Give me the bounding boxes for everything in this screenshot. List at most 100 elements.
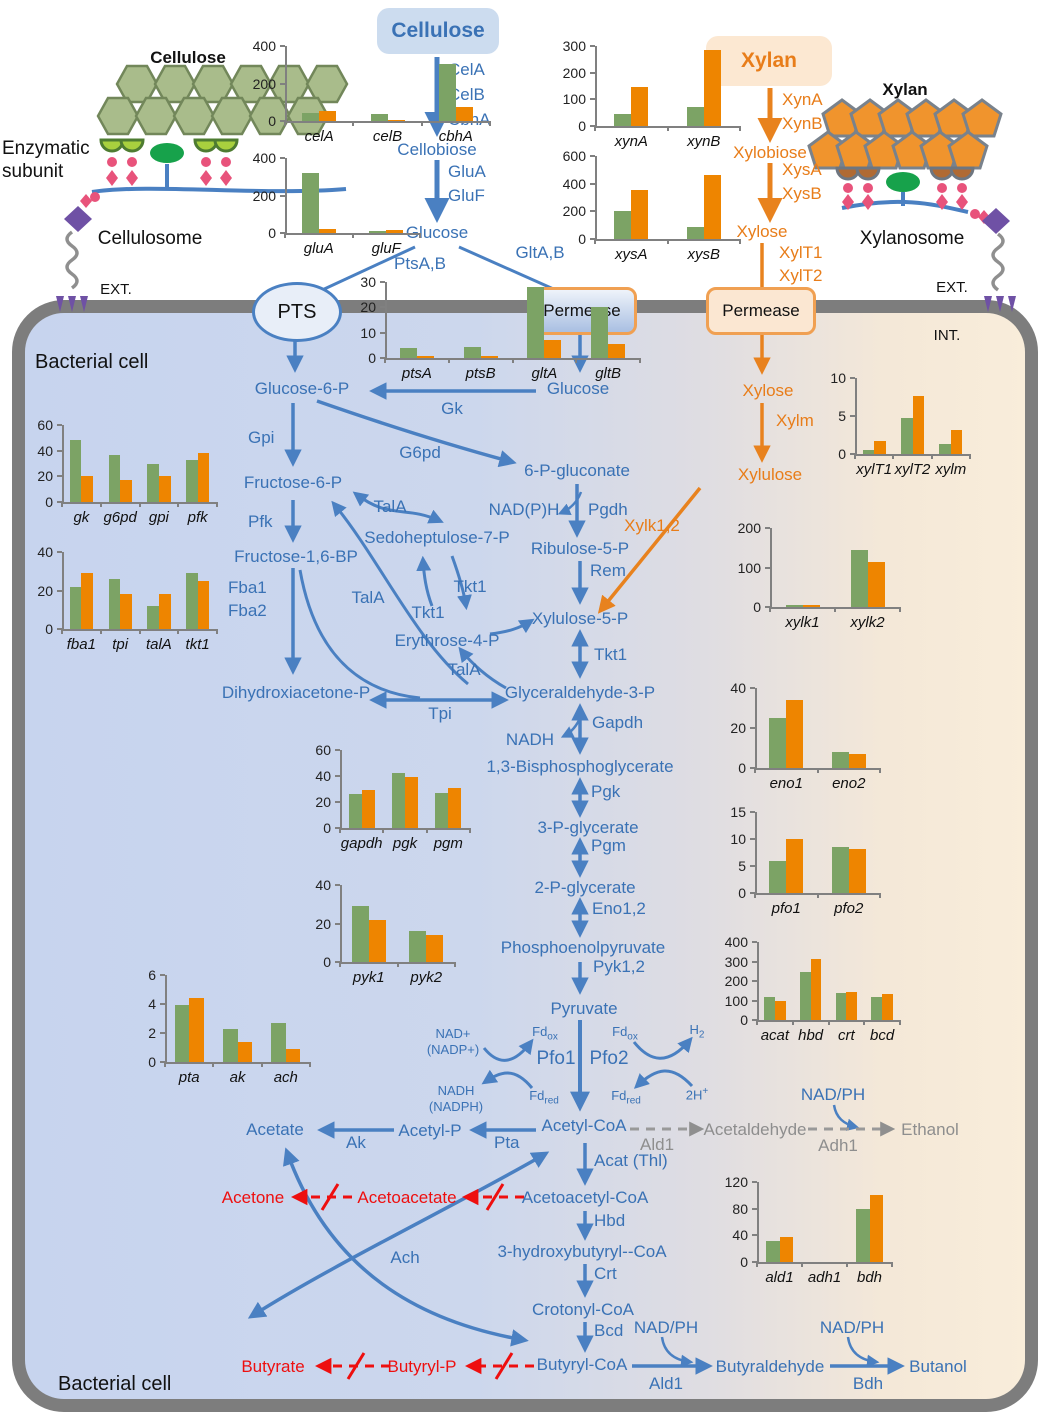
- node-acetoacetylcoa: Acetoacetyl-CoA: [521, 1188, 649, 1207]
- enzyme-xynb: XynB: [782, 114, 823, 133]
- expression-chart-acat: 0 100 200 300 400 acat hbd crt bcd: [719, 934, 906, 1046]
- enzyme-xysa: XysA: [782, 160, 822, 179]
- node-butyrylcoa: Butyryl-CoA: [536, 1355, 628, 1374]
- xylan-graphic-title: Xylan: [882, 80, 928, 99]
- enzyme-pfo2: Pfo2: [589, 1048, 629, 1069]
- enzyme-celb: CelB: [448, 85, 485, 104]
- node-glucose-ext: Glucose: [405, 223, 469, 242]
- enzyme-gpi: Gpi: [248, 428, 275, 447]
- cofactor-nadh-nadph: NADH (NADPH): [428, 1083, 484, 1114]
- blue-arrows: [247, 57, 905, 1375]
- enzyme-xylk12: Xylk1,2: [624, 516, 680, 535]
- cellulosome-label: Cellulosome: [97, 228, 203, 249]
- node-acetylp: Acetyl-P: [398, 1121, 462, 1140]
- node-fructose6p: Fructose-6-P: [243, 473, 343, 492]
- enzyme-fba1: Fba1: [228, 578, 267, 597]
- enzyme-bdh: Bdh: [852, 1374, 884, 1393]
- enzyme-bcd: Bcd: [594, 1321, 624, 1340]
- cofactor-nadph-ald1: NAD/PH: [633, 1318, 699, 1337]
- node-g3p: Glyceraldehyde-3-P: [504, 683, 656, 702]
- cofactor-fdred-right: Fdred: [611, 1088, 641, 1107]
- enzyme-tkt1-2: Tkt1: [411, 603, 445, 622]
- enzyme-tala-2: TalA: [351, 588, 385, 607]
- node-xylulose5p: Xylulose-5-P: [531, 609, 629, 628]
- enzyme-gltab: GltA,B: [515, 243, 565, 262]
- enzyme-pgm: Pgm: [591, 836, 626, 855]
- node-butanol: Butanol: [909, 1357, 967, 1376]
- ext-label-right: EXT.: [936, 279, 968, 296]
- int-label: INT.: [933, 327, 961, 344]
- node-acetylcoa: Acetyl-CoA: [541, 1116, 627, 1135]
- cellulose-substrate-box: Cellulose: [377, 8, 499, 54]
- node-ribulose5p: Ribulose-5-P: [530, 539, 630, 558]
- node-ethanol: Ethanol: [901, 1120, 959, 1139]
- enzyme-adh1: Adh1: [818, 1136, 858, 1155]
- node-butyrate: Butyrate: [241, 1357, 305, 1376]
- node-acetone: Acetone: [221, 1188, 285, 1207]
- cofactor-fdox-left: Fdox: [532, 1024, 558, 1043]
- node-fructose16bp: Fructose-1,6-BP: [234, 547, 358, 566]
- enzyme-xylt2: XylT2: [779, 266, 823, 285]
- node-dhap: Dihydroxiacetone-P: [221, 683, 371, 702]
- expression-chart-xylt: 0 5 10 xylT1 xylT2 xylm: [817, 370, 976, 480]
- enzyme-eno12: Eno1,2: [592, 899, 646, 918]
- enzyme-ak: Ak: [346, 1133, 366, 1152]
- cellulose-graphic-title: Cellulose: [150, 48, 226, 67]
- enzyme-pgdh: Pgdh: [588, 500, 628, 519]
- cofactor-2h: 2H+: [685, 1086, 709, 1103]
- enzyme-pta: Pta: [494, 1133, 520, 1152]
- node-6pgluconate: 6-P-gluconate: [524, 461, 630, 480]
- enzyme-ptsab: PtsA,B: [394, 254, 446, 273]
- expression-chart-pyk: 0 20 40 pyk1 pyk2: [302, 877, 461, 988]
- cofactor-nadph-bdh: NAD/PH: [819, 1318, 885, 1337]
- node-pyruvate: Pyruvate: [550, 999, 618, 1018]
- node-xylobiose: Xylobiose: [733, 143, 807, 162]
- node-3pglycerate: 3-P-glycerate: [537, 818, 639, 837]
- node-pep: Phosphoenolpyruvate: [500, 938, 666, 957]
- enzyme-acat: Acat (Thl): [594, 1151, 668, 1170]
- bacterial-cell-label-top: Bacterial cell: [35, 351, 149, 373]
- orange-arrows: [597, 88, 783, 614]
- cofactor-nadph: NAD(P)H: [488, 500, 560, 519]
- expression-chart-gk: 0 20 40 60 gk g6pd gpi pfk: [24, 417, 223, 528]
- expression-chart-fba: 0 20 40 fba1 tpi talA tkt1: [24, 544, 223, 655]
- expression-chart-ald: 0 40 80 120 ald1 adh1 bdh: [719, 1174, 898, 1288]
- pts-transporter: PTS: [252, 282, 342, 342]
- enzyme-cela: CelA: [448, 60, 485, 79]
- node-cellobiose: Cellobiose: [397, 140, 477, 159]
- cellulose-polymer-graphic: [96, 64, 349, 136]
- node-erythrose4p: Erythrose-4-P: [394, 631, 500, 650]
- expression-chart-gapdh: 0 20 40 60 gapdh pgk pgm: [302, 742, 476, 854]
- cofactor-h2: H2: [689, 1022, 705, 1041]
- glucose-permease: Permease: [527, 287, 637, 335]
- enzyme-pfk: Pfk: [248, 512, 273, 531]
- enzyme-rem: Rem: [590, 561, 626, 580]
- enzyme-tala-1: TalA: [373, 497, 407, 516]
- node-3hydroxybutyrylcoa: 3-hydroxybutyryl--CoA: [497, 1242, 667, 1261]
- enzyme-g6pd: G6pd: [399, 443, 441, 462]
- enzyme-xylm: Xylm: [776, 411, 814, 430]
- node-glucose6p: Glucose-6-P: [254, 379, 350, 398]
- enzyme-glua: GluA: [448, 162, 486, 181]
- expression-chart-cel: 0 200 400 celA celB cbhA: [247, 38, 496, 147]
- enzyme-hbd: Hbd: [594, 1211, 626, 1230]
- node-sedoheptulose7p: Sedoheptulose-7-P: [364, 528, 510, 547]
- cofactor-fdred-left: Fdred: [529, 1088, 559, 1107]
- cofactor-nad-nadp: NAD+ (NADP+): [426, 1026, 480, 1057]
- cofactor-fdox-right: Fdox: [612, 1024, 638, 1043]
- enzyme-ald1-blue: Ald1: [648, 1374, 684, 1393]
- node-xylose-ext: Xylose: [736, 222, 788, 241]
- bacterial-cell-label-bottom: Bacterial cell: [58, 1373, 172, 1395]
- enzyme-gapdh: Gapdh: [592, 713, 644, 732]
- enzyme-fba2: Fba2: [228, 601, 267, 620]
- xylanosome-label: Xylanosome: [859, 228, 965, 249]
- node-2pglycerate: 2-P-glycerate: [534, 878, 636, 897]
- expression-chart-glu: 0 200 400 gluA gluF: [247, 150, 426, 259]
- expression-chart-pts: 0 10 20 30 ptsA ptsB gltA gltB: [347, 274, 646, 384]
- enzyme-gluf: GluF: [448, 186, 485, 205]
- expression-chart-xyn: 0 100 200 300 xynA xynB: [557, 38, 746, 152]
- node-butyrylp: Butyryl-P: [387, 1357, 457, 1376]
- node-glucose-int: Glucose: [546, 379, 610, 398]
- xylanosome-graphic: [835, 166, 1016, 312]
